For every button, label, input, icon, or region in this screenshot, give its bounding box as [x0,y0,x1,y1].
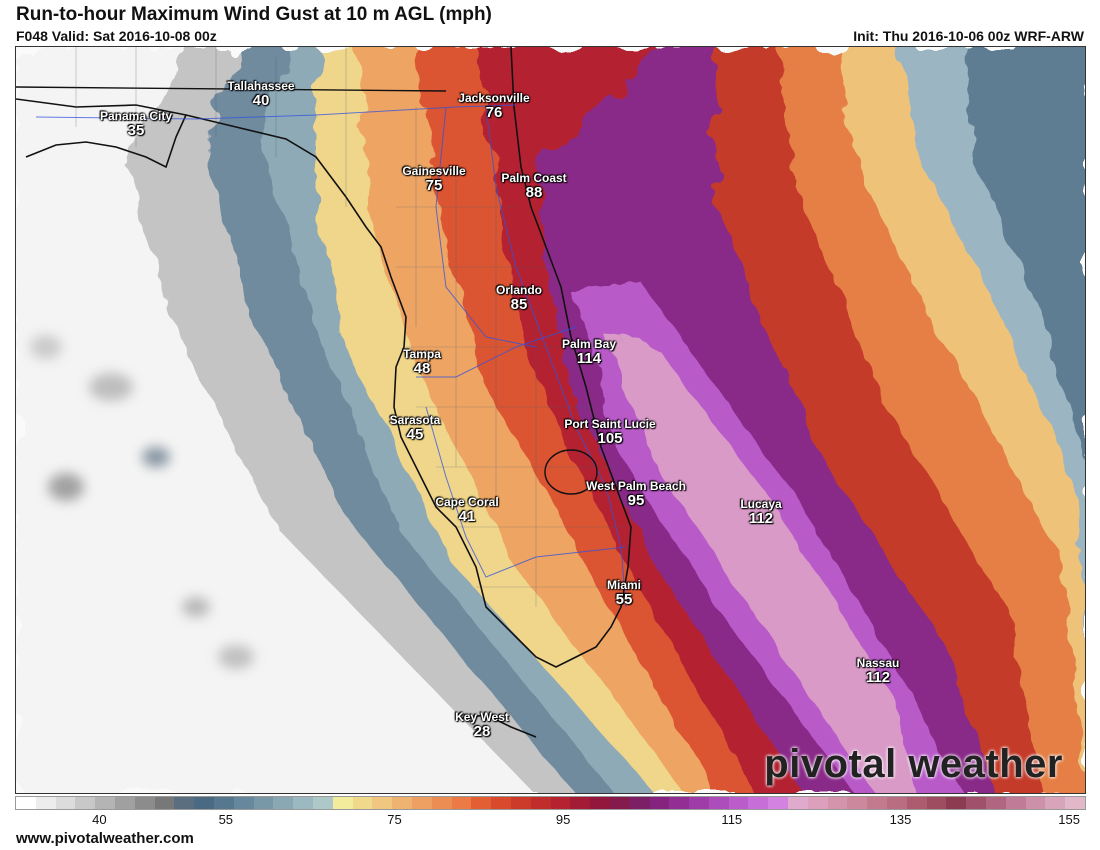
valid-time: F048 Valid: Sat 2016-10-08 00z [16,28,217,44]
legend-swatch [550,797,571,809]
legend-swatch [629,797,650,809]
legend-swatch [748,797,769,809]
city-label: Nassau 112 [856,656,900,686]
brand-logo: pivotal weather [764,742,1063,786]
city-label: Jacksonville 76 [458,91,530,121]
city-label: Orlando 85 [495,283,543,313]
legend-swatch [966,797,987,809]
legend-swatch [1005,797,1026,809]
legend-swatch [728,797,749,809]
legend-swatch [946,797,967,809]
legend-swatch [609,797,630,809]
legend-swatch [352,797,373,809]
state-line [16,86,447,92]
city-label: Sarasota 45 [389,413,441,443]
legend-swatch [332,797,353,809]
city-label: Gainesville 75 [402,164,466,194]
city-label: Miami 55 [606,578,642,608]
init-time: Init: Thu 2016-10-06 00z WRF-ARW [853,28,1084,44]
legend-swatch [788,797,808,809]
legend-tick-label: 40 [92,812,107,827]
gulf-blobs [30,335,254,669]
city-label: Port Saint Lucie 105 [564,417,656,447]
legend-swatch [649,797,670,809]
city-label: Cape Coral 41 [435,495,499,525]
legend-swatch [1025,797,1046,809]
legend-swatch [451,797,472,809]
legend-swatch [233,797,254,809]
legend-swatch [253,797,274,809]
legend-swatch [590,797,610,809]
coastline [16,47,632,738]
legend-swatch [411,797,432,809]
legend-swatch [213,797,234,809]
legend-swatch [174,797,195,809]
legend-swatch [471,797,492,809]
legend-swatch [55,797,76,809]
legend-swatch [887,797,907,809]
legend-swatch [570,797,591,809]
city-label: West Palm Beach 95 [586,479,686,509]
highways [35,104,627,608]
wind-gust-map: Tallahassee 40 Panama City 35 Jacksonville… [15,46,1086,794]
legend-swatch [194,797,214,809]
legend-swatch [16,797,36,809]
city-label: Palm Coast 88 [501,171,567,201]
legend-colorbar [15,796,1086,810]
legend-swatch [689,797,709,809]
legend-swatch [827,797,848,809]
legend-swatch [906,797,927,809]
legend-swatch [926,797,947,809]
legend-swatch [154,797,175,809]
city-label: Tampa 48 [403,347,441,377]
legend-swatch [134,797,155,809]
legend-swatch [669,797,690,809]
legend-swatch [95,797,115,809]
legend-tick-label: 115 [721,812,743,827]
legend-swatch [510,797,531,809]
legend-tick-label: 135 [889,812,912,827]
city-label: Tallahassee 40 [227,79,295,109]
legend-swatch [1045,797,1066,809]
legend-swatch [708,797,729,809]
legend-swatch [986,797,1006,809]
legend-swatch [114,797,135,809]
city-label: Palm Bay 114 [561,337,617,367]
legend-tick-label: 95 [555,812,571,827]
legend-swatch [431,797,452,809]
legend-swatch [491,797,511,809]
map-title: Run-to-hour Maximum Wind Gust at 10 m AG… [16,4,492,25]
wind-field [16,47,1085,793]
legend-swatch [372,797,393,809]
legend-swatch [1065,797,1086,809]
legend-swatch [867,797,888,809]
legend-swatch [312,797,333,809]
legend-swatch [35,797,56,809]
legend-swatch [392,797,412,809]
legend-swatch [293,797,313,809]
legend-swatch [807,797,828,809]
city-label: Panama City 35 [99,109,173,139]
legend-swatch [847,797,868,809]
lake-okeechobee [544,449,598,495]
legend-swatch [273,797,294,809]
legend-swatch [75,797,96,809]
legend-tick-label: 75 [387,812,402,827]
legend-swatch [768,797,789,809]
city-label: Lucaya 112 [740,497,782,527]
legend-ticks: 40 55 75 95 115 135 155 [15,812,1086,828]
website-url: www.pivotalweather.com [16,830,194,847]
map-canvas [16,47,1085,793]
legend-tick-label: 155 [1058,812,1080,827]
county-lines [75,47,626,607]
legend-swatch [530,797,551,809]
city-label: Key West 28 [455,710,509,740]
legend-tick-label: 55 [218,812,234,827]
